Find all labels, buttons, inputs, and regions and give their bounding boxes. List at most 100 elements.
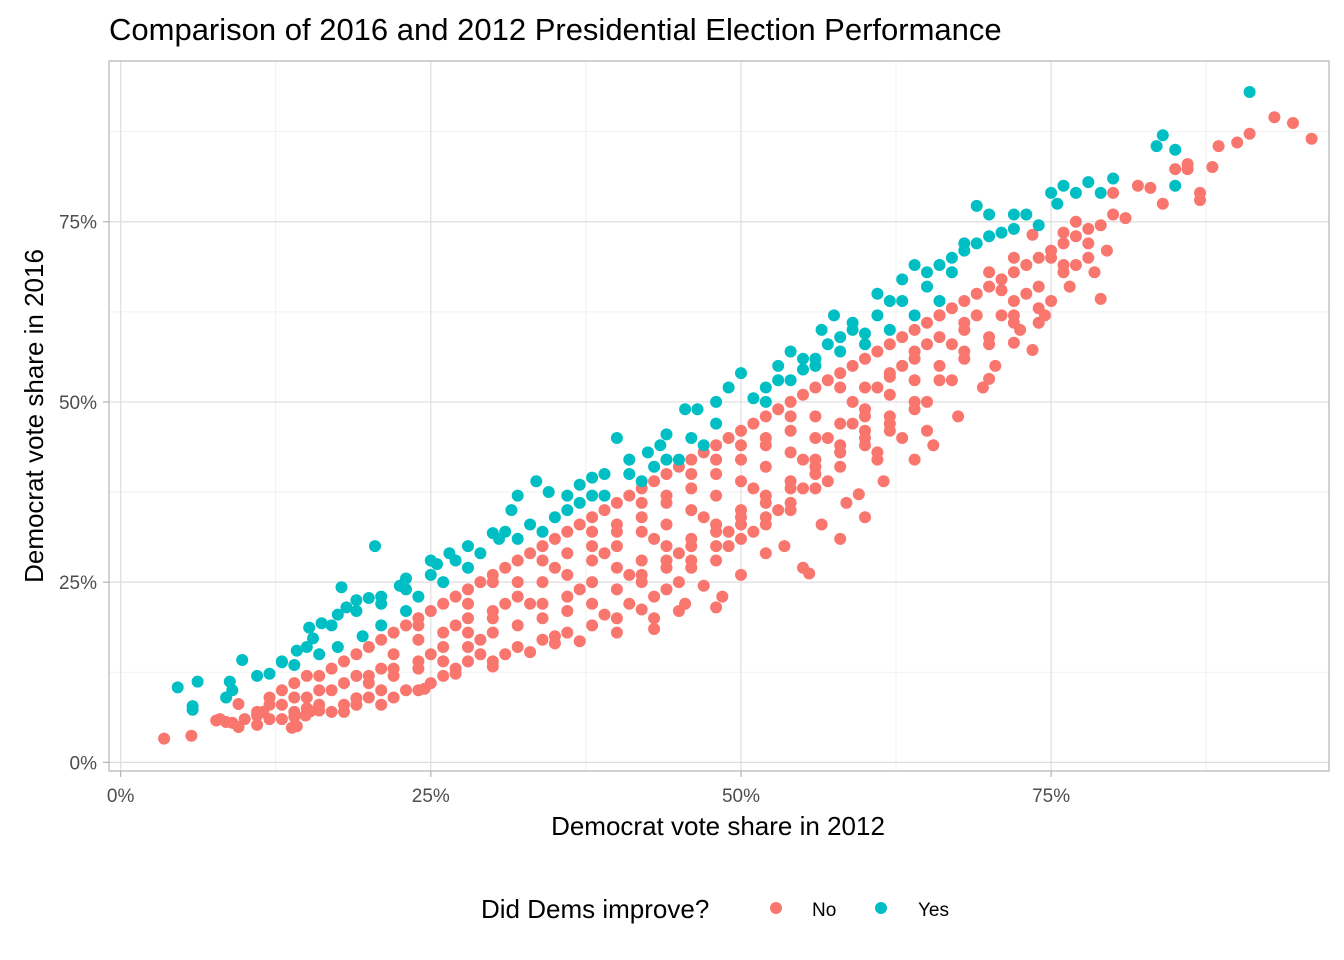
data-point	[1069, 186, 1082, 199]
data-point	[834, 345, 847, 358]
data-point	[945, 338, 958, 351]
data-point	[437, 641, 450, 653]
data-point	[697, 579, 710, 592]
data-point	[958, 295, 971, 307]
data-point	[735, 568, 747, 581]
data-point	[921, 424, 933, 437]
data-point	[499, 561, 512, 574]
data-point	[1305, 132, 1318, 145]
data-point	[710, 453, 723, 466]
data-point	[1063, 280, 1076, 293]
data-point	[672, 576, 685, 589]
data-point	[735, 367, 747, 380]
data-point	[462, 612, 474, 625]
data-point	[759, 547, 772, 560]
data-point	[226, 684, 239, 697]
data-point	[331, 641, 344, 653]
data-point	[586, 576, 599, 589]
y-axis-title: Democrat vote share in 2016	[19, 249, 49, 583]
data-point	[716, 590, 729, 603]
data-point	[846, 316, 859, 329]
data-point	[660, 540, 673, 553]
data-point	[908, 309, 921, 322]
data-point	[995, 284, 1008, 297]
data-point	[1169, 163, 1182, 176]
data-point	[648, 623, 661, 635]
data-point	[610, 612, 623, 625]
data-point	[536, 597, 549, 610]
x-axis: 0% 25% 50% 75%	[107, 771, 1070, 807]
data-point	[945, 266, 958, 279]
data-point	[784, 475, 797, 488]
data-point	[660, 468, 673, 480]
data-point	[171, 681, 184, 694]
data-point	[1082, 237, 1095, 250]
data-point	[424, 648, 437, 661]
data-point	[536, 554, 549, 567]
data-point	[542, 486, 555, 498]
data-point	[288, 677, 301, 690]
data-point	[933, 295, 946, 307]
data-point	[710, 601, 723, 614]
data-point	[821, 374, 834, 387]
data-point	[710, 489, 723, 502]
data-point	[300, 691, 313, 704]
data-point	[896, 432, 909, 444]
data-point	[1119, 212, 1132, 225]
data-point	[809, 482, 822, 495]
data-point	[1045, 244, 1058, 257]
data-point	[1094, 292, 1107, 305]
data-point	[1007, 336, 1020, 349]
data-point	[561, 504, 574, 517]
data-point	[338, 655, 350, 668]
data-point	[623, 489, 636, 502]
data-point	[185, 729, 198, 742]
data-point	[1057, 179, 1070, 192]
data-point	[809, 381, 822, 394]
data-point	[623, 468, 636, 480]
data-point	[921, 316, 933, 329]
data-point	[1107, 208, 1120, 221]
data-point	[313, 648, 326, 661]
data-point	[387, 626, 400, 639]
data-point	[610, 626, 623, 639]
data-point	[747, 417, 760, 430]
data-point	[685, 468, 698, 480]
data-point	[846, 417, 859, 430]
data-point	[1014, 323, 1027, 336]
data-point	[331, 608, 344, 621]
data-point	[449, 662, 462, 675]
data-point	[400, 605, 412, 617]
data-point	[548, 561, 561, 574]
data-point	[251, 669, 264, 682]
data-point	[834, 417, 847, 430]
data-point	[784, 395, 797, 408]
data-point	[369, 540, 381, 553]
data-point	[821, 338, 834, 351]
data-point	[883, 388, 896, 401]
data-point	[387, 691, 400, 704]
data-point	[1032, 280, 1045, 293]
data-point	[1007, 251, 1020, 264]
data-point	[1243, 127, 1256, 140]
data-point	[921, 266, 933, 279]
data-point	[437, 597, 450, 610]
data-point	[735, 453, 747, 466]
data-point	[635, 496, 648, 509]
data-point	[871, 309, 884, 322]
data-point	[307, 632, 319, 645]
data-point	[1007, 208, 1020, 221]
data-point	[759, 395, 772, 408]
data-point	[598, 608, 611, 621]
data-point	[660, 518, 673, 531]
data-point	[424, 677, 437, 690]
data-point	[573, 496, 586, 509]
data-point	[834, 446, 847, 459]
data-point	[859, 403, 871, 416]
data-point	[573, 478, 586, 491]
data-point	[561, 547, 574, 560]
data-point	[437, 655, 450, 668]
data-point	[362, 641, 375, 653]
data-point	[691, 403, 704, 416]
data-point	[1007, 222, 1020, 235]
